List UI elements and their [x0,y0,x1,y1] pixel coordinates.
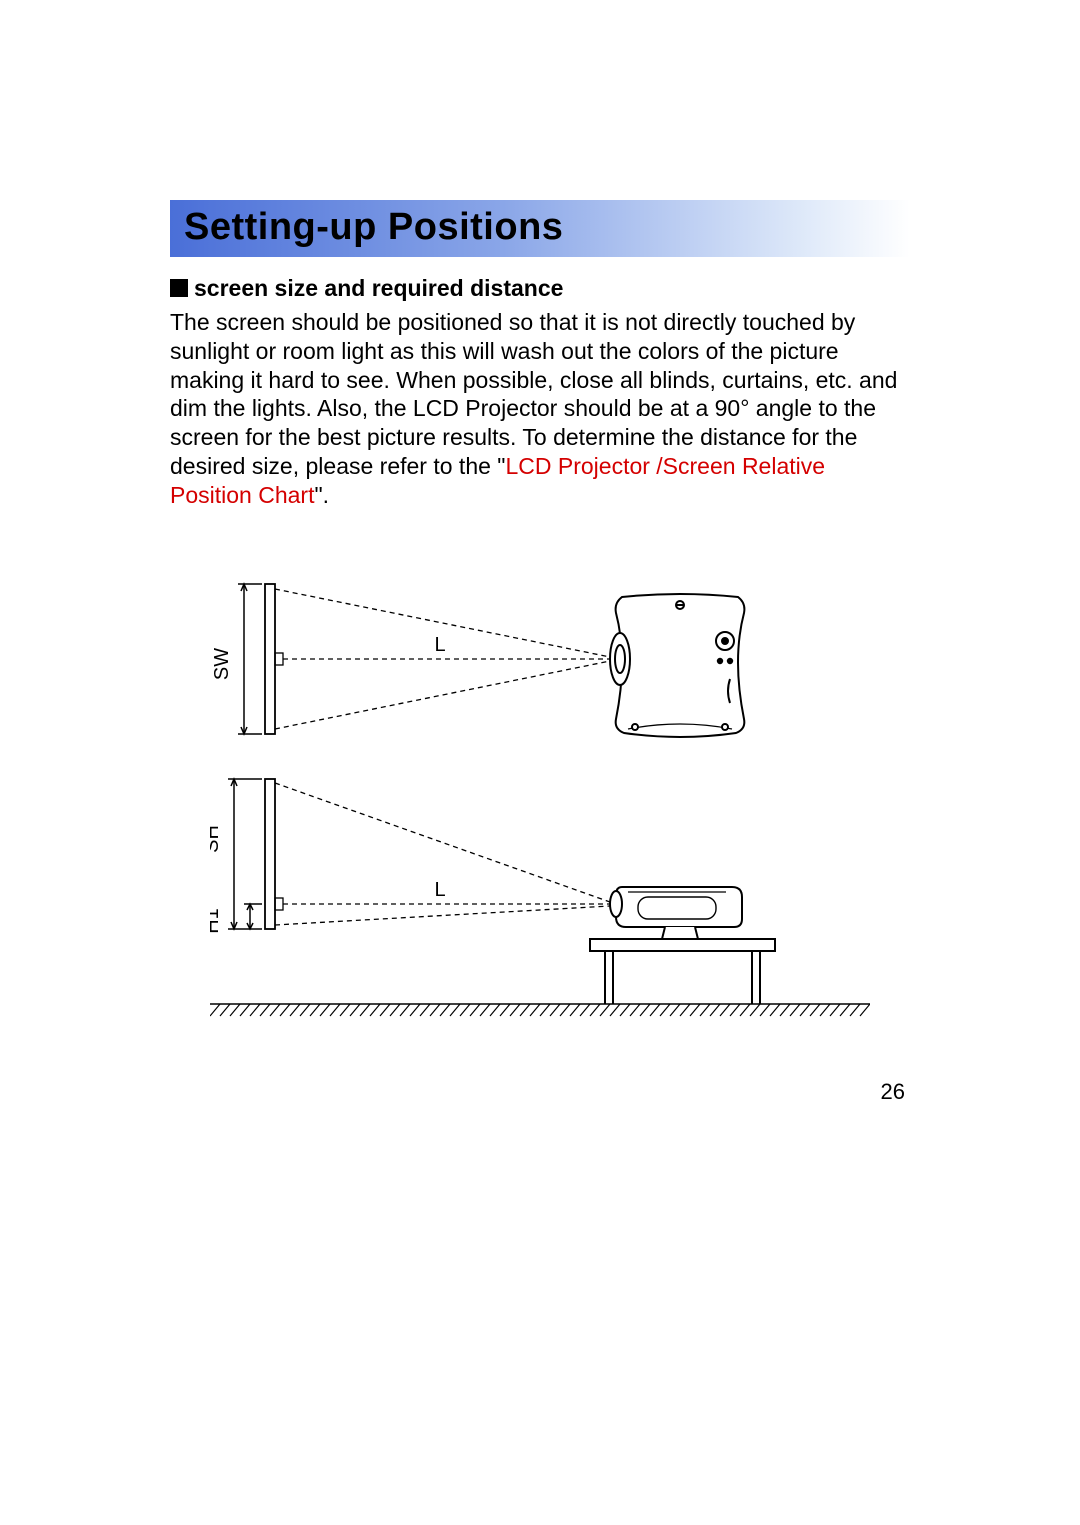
label-sw: SW [211,648,233,680]
table-icon [590,939,775,1004]
floor-hatch-lines [210,1004,870,1016]
manual-page: Setting-up Positions screen size and req… [0,0,1080,1525]
section-title: Setting-up Positions [184,206,563,248]
page-number: 26 [881,1079,905,1105]
bullet-square-icon [170,279,188,297]
label-sh: SH [210,825,223,853]
body-paragraph: The screen should be positioned so that … [170,308,910,509]
label-h1: H1 [210,908,223,934]
projection-diagram-svg: SW L [210,569,870,1044]
projector-side-icon [610,887,742,939]
setup-diagram: SW L [170,569,910,1044]
label-l-top: L [434,634,445,656]
projector-top-icon [610,594,744,737]
subheading-text: screen size and required distance [194,275,563,301]
section-title-bar: Setting-up Positions [170,200,910,257]
body-text-part2: ". [314,482,329,508]
subheading: screen size and required distance [170,275,910,302]
label-l-bottom: L [434,879,445,901]
